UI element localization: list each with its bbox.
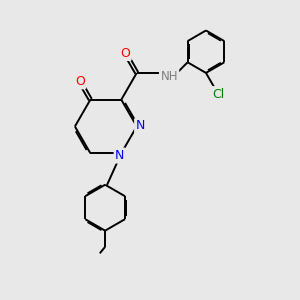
Text: NH: NH: [160, 70, 178, 83]
Text: O: O: [75, 75, 85, 88]
Text: N: N: [115, 149, 124, 162]
Text: Cl: Cl: [212, 88, 224, 100]
Text: O: O: [120, 46, 130, 59]
Text: N: N: [136, 119, 145, 132]
